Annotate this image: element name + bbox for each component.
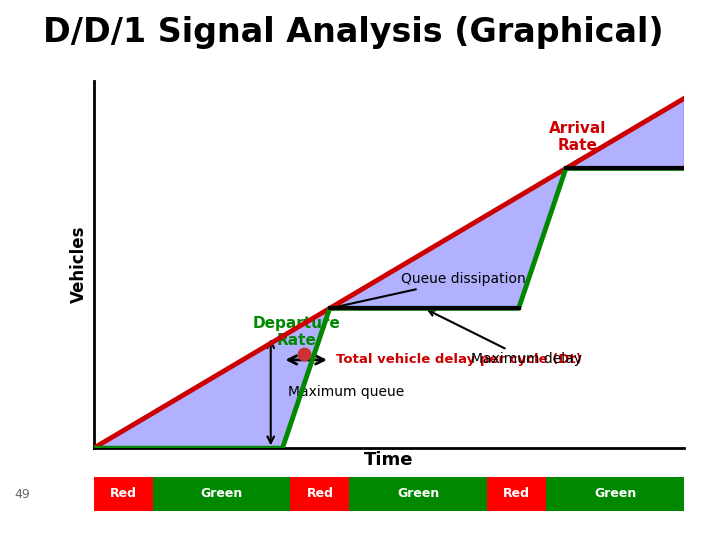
- Text: Green: Green: [594, 487, 636, 500]
- Text: Maximum delay: Maximum delay: [429, 310, 582, 367]
- Bar: [94, 477, 153, 511]
- Text: Red: Red: [109, 487, 137, 500]
- Y-axis label: Vehicles: Vehicles: [70, 226, 88, 303]
- Bar: [290, 477, 349, 511]
- X-axis label: Time: Time: [364, 451, 413, 469]
- Text: Red: Red: [503, 487, 530, 500]
- Text: Queue dissipation: Queue dissipation: [335, 272, 526, 309]
- Text: Departure
Rate: Departure Rate: [253, 315, 341, 348]
- Text: Green: Green: [397, 487, 439, 500]
- Bar: [487, 477, 546, 511]
- Text: Green: Green: [200, 487, 243, 500]
- Text: D/D/1 Signal Analysis (Graphical): D/D/1 Signal Analysis (Graphical): [43, 16, 664, 49]
- Bar: [349, 477, 487, 511]
- Text: 49: 49: [14, 488, 30, 501]
- Text: Arrival
Rate: Arrival Rate: [549, 121, 606, 153]
- Text: Red: Red: [307, 487, 333, 500]
- Text: Maximum queue: Maximum queue: [289, 385, 405, 399]
- Bar: [153, 477, 290, 511]
- Bar: [546, 477, 684, 511]
- Text: Total vehicle delay per cycle (Dt): Total vehicle delay per cycle (Dt): [336, 353, 582, 366]
